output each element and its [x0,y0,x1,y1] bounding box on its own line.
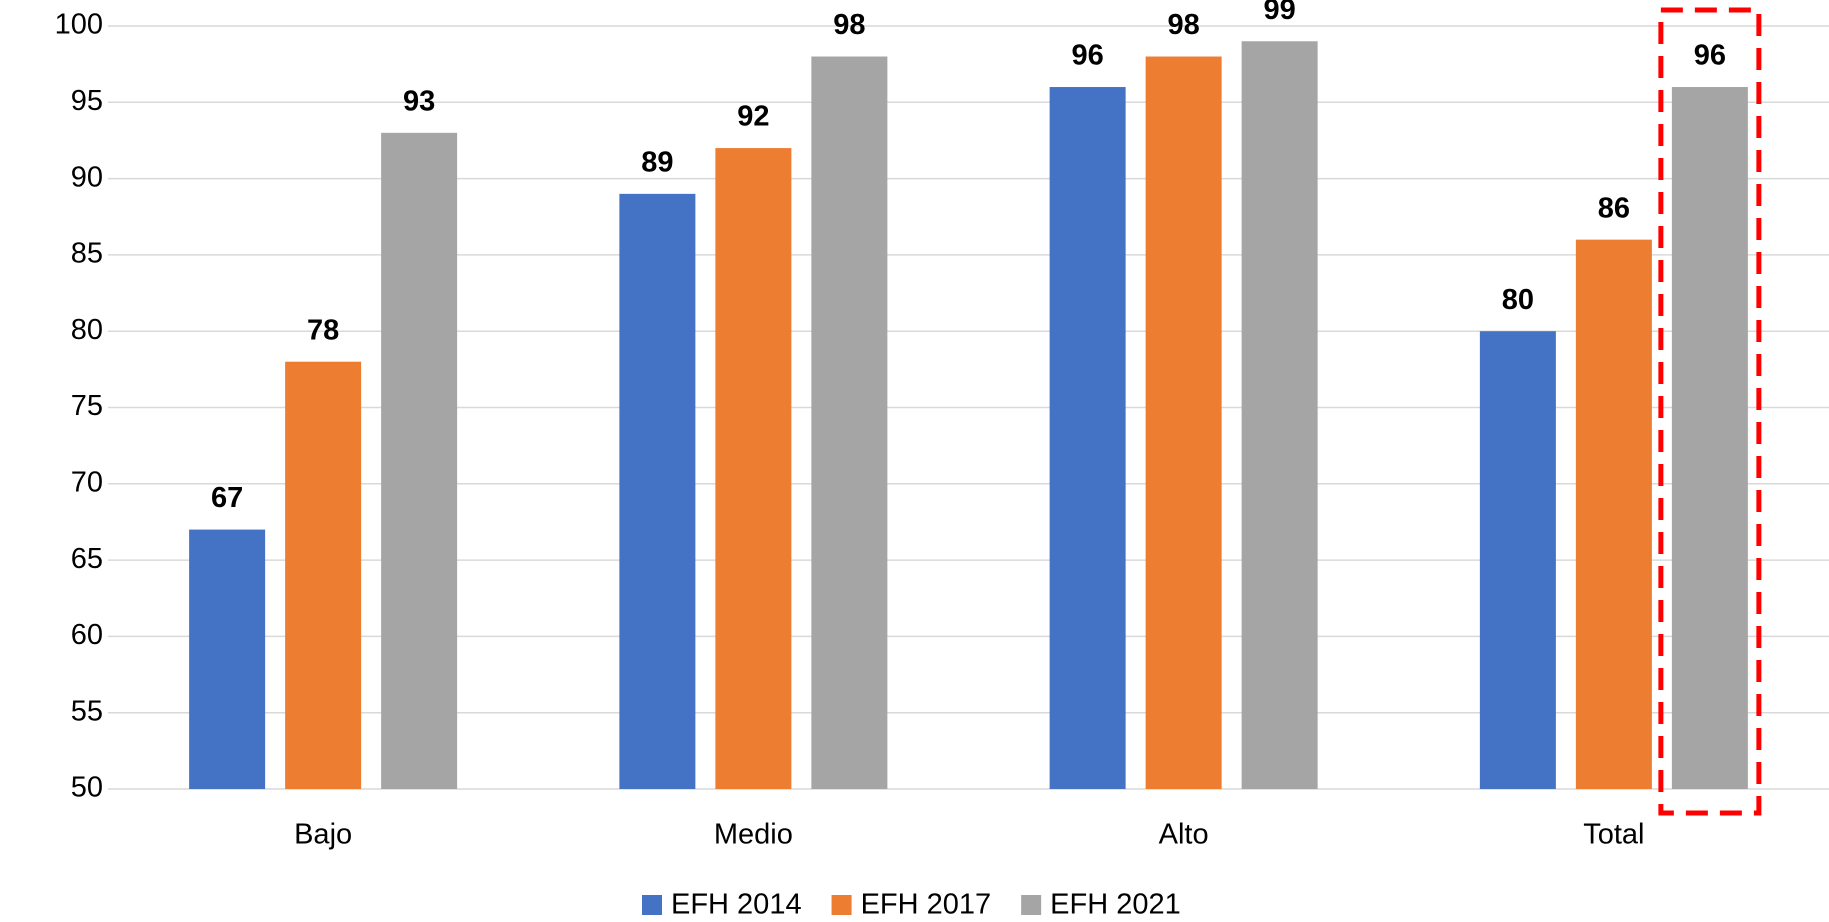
value-label: 98 [833,9,865,41]
bar [1479,331,1556,789]
y-tick-label: 85 [71,238,103,270]
y-tick-label: 65 [71,543,103,575]
x-tick-label: Medio [714,819,793,851]
bar [1671,87,1748,790]
value-label: 99 [1263,0,1295,26]
y-tick-label: 55 [71,695,103,727]
value-label: 98 [1167,9,1199,41]
legend-label: EFH 2021 [1050,889,1181,921]
x-tick-label: Total [1583,819,1644,851]
highlight-box [1658,7,1762,816]
value-label: 67 [211,482,243,514]
legend-swatch [1021,895,1042,915]
bar [285,361,362,789]
bar [715,148,792,789]
legend-swatch [642,895,662,915]
y-tick-label: 70 [71,466,103,498]
bar [1575,239,1652,789]
value-label: 93 [403,85,435,117]
bar [1241,41,1318,789]
value-label: 92 [737,101,769,133]
value-label: 78 [307,314,339,346]
bar [189,529,266,789]
legend-swatch [831,895,852,915]
bar [1049,87,1126,790]
y-tick-label: 100 [55,9,103,41]
legend-label: EFH 2017 [861,889,992,921]
bar [619,193,696,790]
value-label: 80 [1502,284,1534,316]
y-tick-label: 60 [71,619,103,651]
bar [811,56,888,789]
bar [1145,56,1222,789]
bar [381,132,458,789]
value-label: 89 [641,147,673,179]
value-label: 96 [1694,40,1726,72]
y-tick-label: 95 [71,85,103,117]
value-label: 96 [1071,40,1103,72]
x-tick-label: Bajo [294,819,352,851]
y-tick-label: 75 [71,390,103,422]
y-tick-label: 80 [71,314,103,346]
x-tick-label: Alto [1159,819,1209,851]
legend-label: EFH 2014 [671,889,802,921]
value-label: 86 [1598,192,1630,224]
y-tick-label: 90 [71,161,103,193]
y-tick-label: 50 [71,772,103,804]
